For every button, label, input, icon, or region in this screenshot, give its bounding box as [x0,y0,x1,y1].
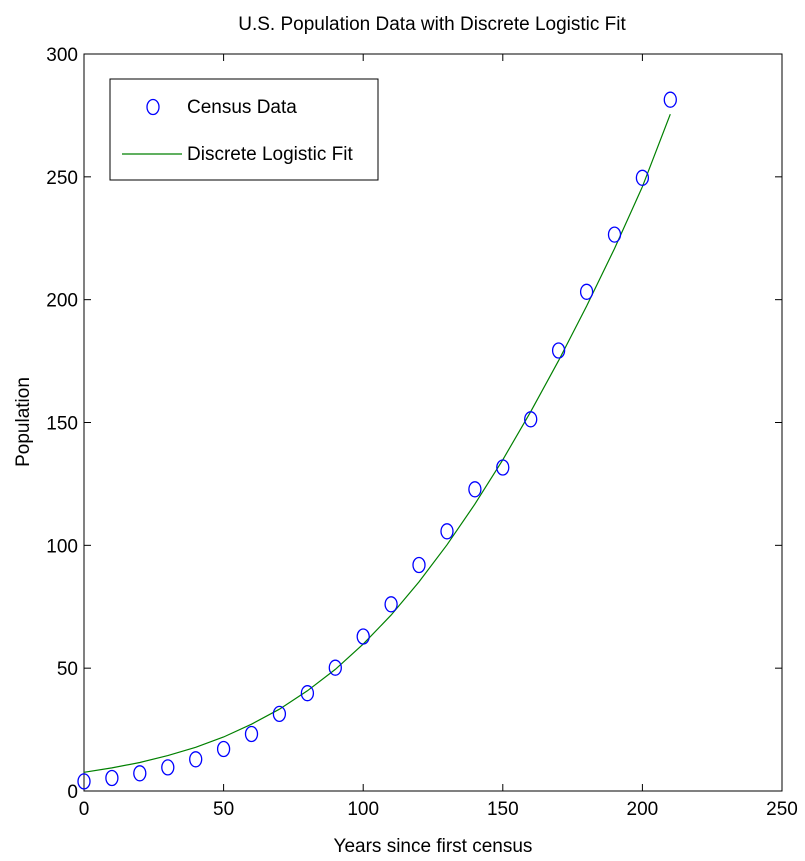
x-tick-label: 150 [487,799,519,820]
y-axis-label: Population [13,377,34,467]
legend-entry-census: Census Data [146,97,297,118]
census-data-point [216,740,231,758]
x-tick-label: 0 [79,799,90,820]
census-data-point [551,342,566,359]
legend: Census Data Discrete Logistic Fit [109,78,379,181]
census-data-point [133,765,147,782]
census-data-point [244,725,259,743]
census-data-point [524,411,538,428]
y-tick-label: 200 [46,291,78,312]
census-data-point [468,481,482,498]
census-data-point [663,91,677,108]
x-tick-label: 250 [766,799,798,820]
census-data-point [496,459,510,476]
series-layer [77,91,677,790]
census-data-point [412,556,426,574]
census-data-point [440,523,454,540]
x-tick-label: 50 [213,799,234,820]
y-tick-label: 300 [46,45,78,66]
census-data-point [161,759,175,776]
y-tick-label: 150 [46,414,78,435]
x-tick-label: 200 [627,799,659,820]
census-data-point [77,773,91,790]
y-tick-label: 100 [46,536,78,557]
legend-label-census: Census Data [187,97,297,118]
census-data-point [579,283,594,300]
census-data-point [328,659,342,676]
legend-entry-fit: Discrete Logistic Fit [122,144,353,165]
legend-marker-circle [146,98,160,116]
census-data-point [300,685,315,702]
census-data-point [607,226,622,243]
x-axis-label: Years since first census [334,836,533,857]
census-data-point [272,705,287,723]
x-axis-ticks: 0 50 100 150 200 250 [79,54,798,820]
chart-title: U.S. Population Data with Discrete Logis… [238,14,626,35]
series-line-discrete-logistic-fit [83,113,671,773]
x-tick-label: 100 [347,799,379,820]
y-tick-label: 0 [67,782,78,803]
legend-label-fit: Discrete Logistic Fit [187,144,353,165]
census-data-point [384,596,398,613]
legend-box [109,78,379,181]
y-tick-label: 250 [46,168,78,189]
census-data-point [105,769,119,787]
census-data-point [356,628,370,645]
census-data-point [635,169,650,186]
y-axis-ticks: 0 50 100 150 200 250 300 [46,45,782,803]
y-tick-label: 50 [57,659,78,680]
census-data-point [189,751,203,768]
